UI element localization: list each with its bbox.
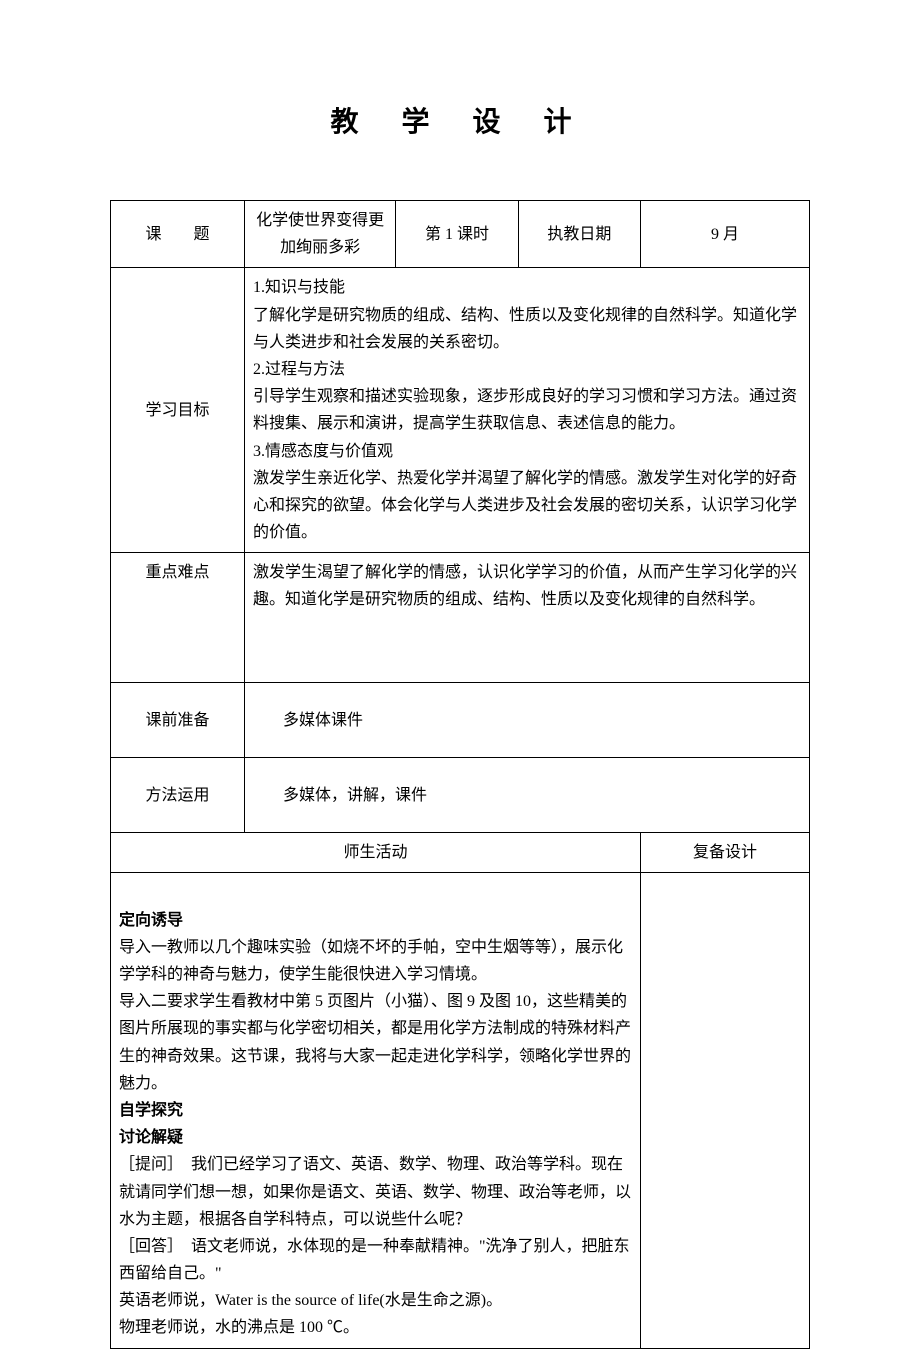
prep-label: 课前准备	[111, 683, 245, 758]
obj-line-4: 引导学生观察和描述实验现象，逐步形成良好的学习习惯和学习方法。通过资料搜集、展示…	[253, 383, 801, 437]
keypoints-row: 重点难点 激发学生渴望了解化学的情感，认识化学学习的价值，从而产生学习化学的兴趣…	[111, 553, 810, 683]
section-heading-3: 讨论解疑	[119, 1124, 632, 1151]
topic-label: 课 题	[111, 201, 245, 268]
objectives-label: 学习目标	[111, 268, 245, 553]
section-heading-2: 自学探究	[119, 1097, 632, 1124]
intro-para-1: 导入一教师以几个趣味实验（如烧不坏的手帕，空中生烟等等），展示化学学科的神奇与魅…	[119, 934, 632, 988]
answer-para-3: 物理老师说，水的沸点是 100 ℃。	[119, 1314, 632, 1341]
objectives-row: 学习目标 1.知识与技能 了解化学是研究物质的组成、结构、性质以及变化规律的自然…	[111, 268, 810, 553]
header-row: 课 题 化学使世界变得更加绚丽多彩 第 1 课时 执教日期 9 月	[111, 201, 810, 268]
methods-content: 多媒体，讲解，课件	[244, 758, 809, 833]
topic-value: 化学使世界变得更加绚丽多彩	[244, 201, 395, 268]
prep-content: 多媒体课件	[244, 683, 809, 758]
date-label: 执教日期	[518, 201, 640, 268]
date-value: 9 月	[641, 201, 810, 268]
obj-line-1: 1.知识与技能	[253, 274, 801, 301]
answer-para-1: ［回答］ 语文老师说，水体现的是一种奉献精神。"洗净了别人，把脏东西留给自己。"	[119, 1233, 632, 1287]
question-para: ［提问］ 我们已经学习了语文、英语、数学、物理、政治等学科。现在就请同学们想一想…	[119, 1151, 632, 1233]
methods-row: 方法运用 多媒体，讲解，课件	[111, 758, 810, 833]
subheader-row: 师生活动 复备设计	[111, 833, 810, 873]
obj-line-2: 了解化学是研究物质的组成、结构、性质以及变化规律的自然科学。知道化学与人类进步和…	[253, 302, 801, 356]
obj-line-6: 激发学生亲近化学、热爱化学并渴望了解化学的情感。激发学生对化学的好奇心和探究的欲…	[253, 465, 801, 547]
answer-para-2: 英语老师说，Water is the source of life(水是生命之源…	[119, 1287, 632, 1314]
notes-content	[641, 873, 810, 1348]
period-value: 第 1 课时	[396, 201, 518, 268]
section-heading-1: 定向诱导	[119, 907, 632, 934]
objectives-content: 1.知识与技能 了解化学是研究物质的组成、结构、性质以及变化规律的自然科学。知道…	[244, 268, 809, 553]
activities-content: 定向诱导 导入一教师以几个趣味实验（如烧不坏的手帕，空中生烟等等），展示化学学科…	[111, 873, 641, 1348]
document-title: 教 学 设 计	[0, 100, 920, 140]
intro-para-2: 导入二要求学生看教材中第 5 页图片（小猫）、图 9 及图 10，这些精美的图片…	[119, 988, 632, 1097]
activities-header: 师生活动	[111, 833, 641, 873]
methods-label: 方法运用	[111, 758, 245, 833]
notes-header: 复备设计	[641, 833, 810, 873]
prep-row: 课前准备 多媒体课件	[111, 683, 810, 758]
content-row: 定向诱导 导入一教师以几个趣味实验（如烧不坏的手帕，空中生烟等等），展示化学学科…	[111, 873, 810, 1348]
keypoints-content: 激发学生渴望了解化学的情感，认识化学学习的价值，从而产生学习化学的兴趣。知道化学…	[244, 553, 809, 683]
obj-line-3: 2.过程与方法	[253, 356, 801, 383]
obj-line-5: 3.情感态度与价值观	[253, 438, 801, 465]
keypoints-label: 重点难点	[111, 553, 245, 683]
lesson-plan-table: 课 题 化学使世界变得更加绚丽多彩 第 1 课时 执教日期 9 月 学习目标 1…	[110, 200, 810, 1349]
